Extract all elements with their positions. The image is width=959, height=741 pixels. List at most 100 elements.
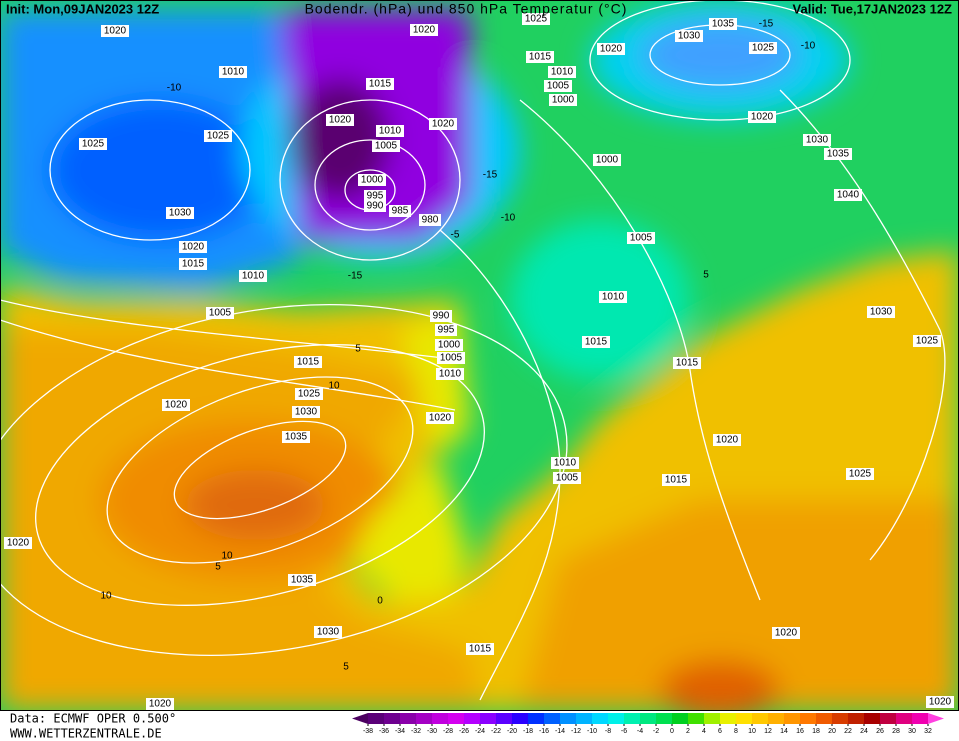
- legend-swatch: [608, 713, 624, 724]
- isobar-label-box: [372, 140, 400, 152]
- legend-swatch: [512, 713, 528, 724]
- legend-swatch: [912, 713, 928, 724]
- legend-tick-label: -8: [605, 728, 611, 735]
- isobar-label: 1005: [630, 233, 653, 244]
- isobar-label: 1020: [775, 628, 798, 639]
- legend-swatch: [400, 713, 416, 724]
- isobar-label-box: [913, 335, 941, 347]
- isobar-label: 1030: [295, 407, 318, 418]
- isobar-label-box: [749, 42, 777, 54]
- isobar-label: 1030: [806, 135, 829, 146]
- isobar-label-box: [548, 66, 576, 78]
- isobar-label: 1020: [329, 115, 352, 126]
- isobar-label: 990: [367, 201, 384, 212]
- isobar-label-box: [282, 431, 310, 443]
- legend-swatch: [640, 713, 656, 724]
- isobar-label: 1015: [369, 79, 392, 90]
- legend-swatch: [736, 713, 752, 724]
- isobar-label-box: [834, 189, 862, 201]
- isobar-label-box: [522, 13, 550, 25]
- legend-tick-label: -4: [637, 728, 643, 735]
- isobar-label-box: [389, 205, 411, 217]
- legend-tick-label: -16: [539, 728, 549, 735]
- isobar: [173, 420, 347, 520]
- isobar-label-box: [675, 30, 703, 42]
- isobar-label-box: [288, 574, 316, 586]
- isobar-label: 1000: [596, 155, 619, 166]
- isobar-label-box: [376, 125, 404, 137]
- isobar-label: 1010: [222, 67, 245, 78]
- isobar-label: 1010: [439, 369, 462, 380]
- isobar-label: 995: [438, 325, 455, 336]
- legend-tick-label: -12: [571, 728, 581, 735]
- isobar-label: 1020: [104, 26, 127, 37]
- isobar-label: 1030: [678, 31, 701, 42]
- isobar-label: 1020: [149, 699, 172, 710]
- isobar: [439, 229, 561, 701]
- isobar-label-box: [662, 474, 690, 486]
- isobar-label-box: [772, 627, 800, 639]
- isobar-label: 990: [433, 311, 450, 322]
- legend-swatch: [672, 713, 688, 724]
- legend-swatch: [800, 713, 816, 724]
- isobar-label: 1020: [432, 119, 455, 130]
- isobar-label-box: [824, 148, 852, 160]
- isobar-label-box: [435, 324, 457, 336]
- isobar-label: 1040: [837, 190, 860, 201]
- isobar: [589, 0, 851, 121]
- legend-swatch: [448, 713, 464, 724]
- isobar-label-box: [713, 434, 741, 446]
- isobar-label-box: [364, 190, 386, 202]
- isobar-label: 1025: [849, 469, 872, 480]
- isobar-label: 1030: [870, 307, 893, 318]
- isobar-label-box: [179, 241, 207, 253]
- legend-tick-label: -6: [621, 728, 627, 735]
- isobar-label-box: [79, 138, 107, 150]
- legend-tick-label: 16: [796, 728, 804, 735]
- legend-swatch: [848, 713, 864, 724]
- legend-swatch: [720, 713, 736, 724]
- temperature-label: -15: [348, 271, 363, 282]
- legend-swatch: [624, 713, 640, 724]
- legend-tick-label: -30: [427, 728, 437, 735]
- isobar-label-box: [146, 698, 174, 710]
- isobar-label: 1035: [827, 149, 850, 160]
- isobar-label-box: [803, 134, 831, 146]
- isobar-label: 1025: [82, 139, 105, 150]
- isobar-label: 1020: [413, 25, 436, 36]
- isobar-label-box: [435, 339, 463, 351]
- legend-swatch: [576, 713, 592, 724]
- legend-tick-label: 30: [908, 728, 916, 735]
- legend-swatch: [496, 713, 512, 724]
- isobar-label-box: [314, 626, 342, 638]
- legend-swatch: [864, 713, 880, 724]
- legend-swatch: [784, 713, 800, 724]
- isobar-label: 1010: [554, 458, 577, 469]
- legend-swatch: [592, 713, 608, 724]
- map-labels: 1020 1010 1025 1025 1030 1020 1015 1010 1005 1015…: [4, 13, 954, 710]
- legend-arrow: [352, 713, 368, 724]
- legend-swatch: [704, 713, 720, 724]
- temperature-label: -10: [501, 213, 516, 224]
- isobar-label: 1015: [665, 475, 688, 486]
- legend-tick-label: -38: [363, 728, 373, 735]
- legend-swatch: [560, 713, 576, 724]
- isobar-label-box: [544, 80, 572, 92]
- isobar-label: 1025: [298, 389, 321, 400]
- legend-tick-label: -28: [443, 728, 453, 735]
- legend-tick-label: -14: [555, 728, 565, 735]
- temperature-field: [0, 0, 959, 710]
- isobar-label-box: [867, 306, 895, 318]
- legend-tick-label: -22: [491, 728, 501, 735]
- isobar-label: 1000: [552, 95, 575, 106]
- isobar: [0, 304, 568, 656]
- isobar: [106, 376, 414, 564]
- legend-arrow: [928, 713, 944, 724]
- isobar-label: 1020: [182, 242, 205, 253]
- isobar-label: 1015: [469, 644, 492, 655]
- legend-tick-label: 8: [734, 728, 738, 735]
- legend-tick-label: -34: [395, 728, 405, 735]
- isobar-label: 1020: [165, 400, 188, 411]
- isobar-label-box: [553, 472, 581, 484]
